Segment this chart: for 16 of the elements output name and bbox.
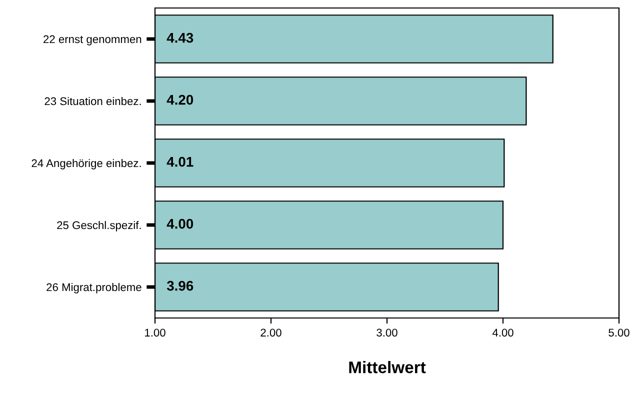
y-tick-label: 22 ernst genommen [44, 35, 142, 46]
y-tick-label: 26 Migrat.probleme [46, 282, 142, 294]
x-tick-label: 3.00 [376, 328, 398, 337]
y-tick-label: 23 Situation einbez. [44, 96, 141, 106]
data-label: 4.43 [166, 32, 194, 43]
data-label: 4.01 [166, 156, 194, 167]
data-label: 4.20 [166, 94, 194, 105]
y-tick-label: 25 Geschl.spezif. [57, 220, 141, 232]
x-tick-label: 5.00 [608, 328, 630, 337]
x-tick-label: 4.00 [492, 328, 514, 337]
x-tick-label: 2.00 [260, 328, 282, 337]
data-label: 4.00 [166, 218, 194, 229]
y-tick-label: 24 Angehörige einbez. [32, 158, 141, 170]
data-label: 3.96 [166, 280, 194, 291]
x-tick-label: 1.00 [145, 328, 166, 337]
x-axis-title: Mittelwert [349, 360, 426, 374]
